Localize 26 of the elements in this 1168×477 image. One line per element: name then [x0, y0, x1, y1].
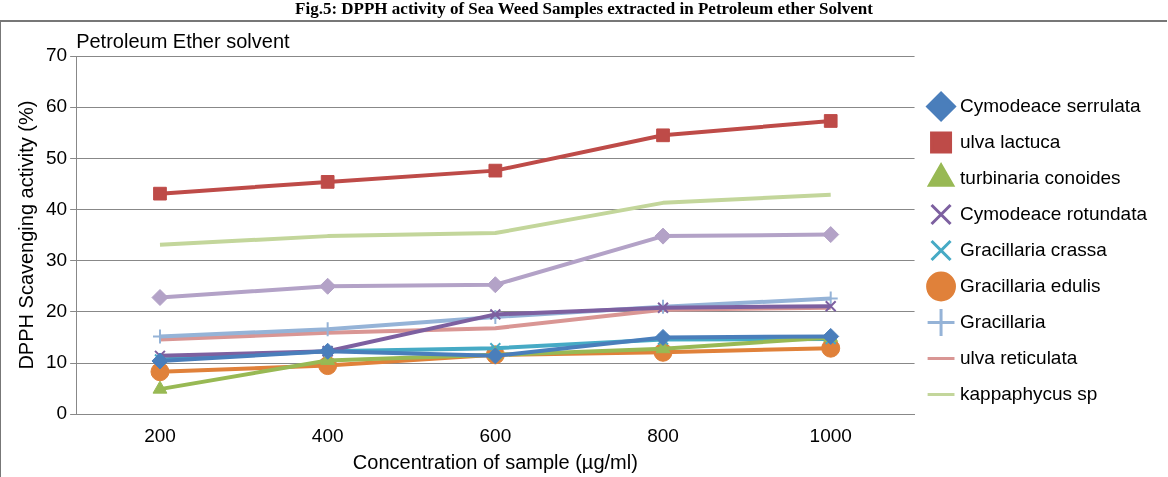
chart-subtitle: Petroleum Ether solvent: [76, 29, 291, 52]
legend-label: Gracillaria edulis: [960, 274, 1101, 296]
y-tick-label: 40: [45, 197, 68, 219]
y-axis-title: DPPH Scavenging activity (%): [14, 100, 37, 370]
legend-label: ulva reticulata: [960, 346, 1078, 368]
legend-label: kappaphycus sp: [960, 382, 1098, 404]
x-tick-label: 1000: [809, 424, 852, 446]
y-tick-label: 20: [45, 300, 68, 322]
y-tick-label: 70: [45, 44, 68, 66]
y-tick-label: 10: [45, 351, 68, 373]
y-tick-label: 0: [56, 402, 68, 424]
y-tick-label: 30: [45, 248, 68, 270]
legend-label: turbinaria conoides: [960, 166, 1121, 188]
chart-title: Fig.5: DPPH activity of Sea Weed Samples extracted in Petroleum ether Solvent: [294, 0, 874, 20]
x-tick-label: 200: [144, 424, 176, 446]
legend-label: Cymodeace serrulata: [960, 94, 1142, 116]
legend-label: ulva lactuca: [960, 130, 1061, 152]
x-axis-title: Concentration of sample (µg/ml): [352, 450, 638, 473]
y-tick-label: 60: [45, 95, 68, 117]
legend-label: Gracillaria: [960, 310, 1046, 332]
x-tick-label: 800: [647, 424, 679, 446]
legend-label: Cymodeace rotundata: [960, 202, 1148, 224]
legend-label: Gracillaria crassa: [960, 238, 1108, 260]
x-tick-label: 400: [311, 424, 344, 446]
x-tick-label: 600: [479, 424, 512, 446]
y-tick-label: 50: [45, 146, 68, 168]
